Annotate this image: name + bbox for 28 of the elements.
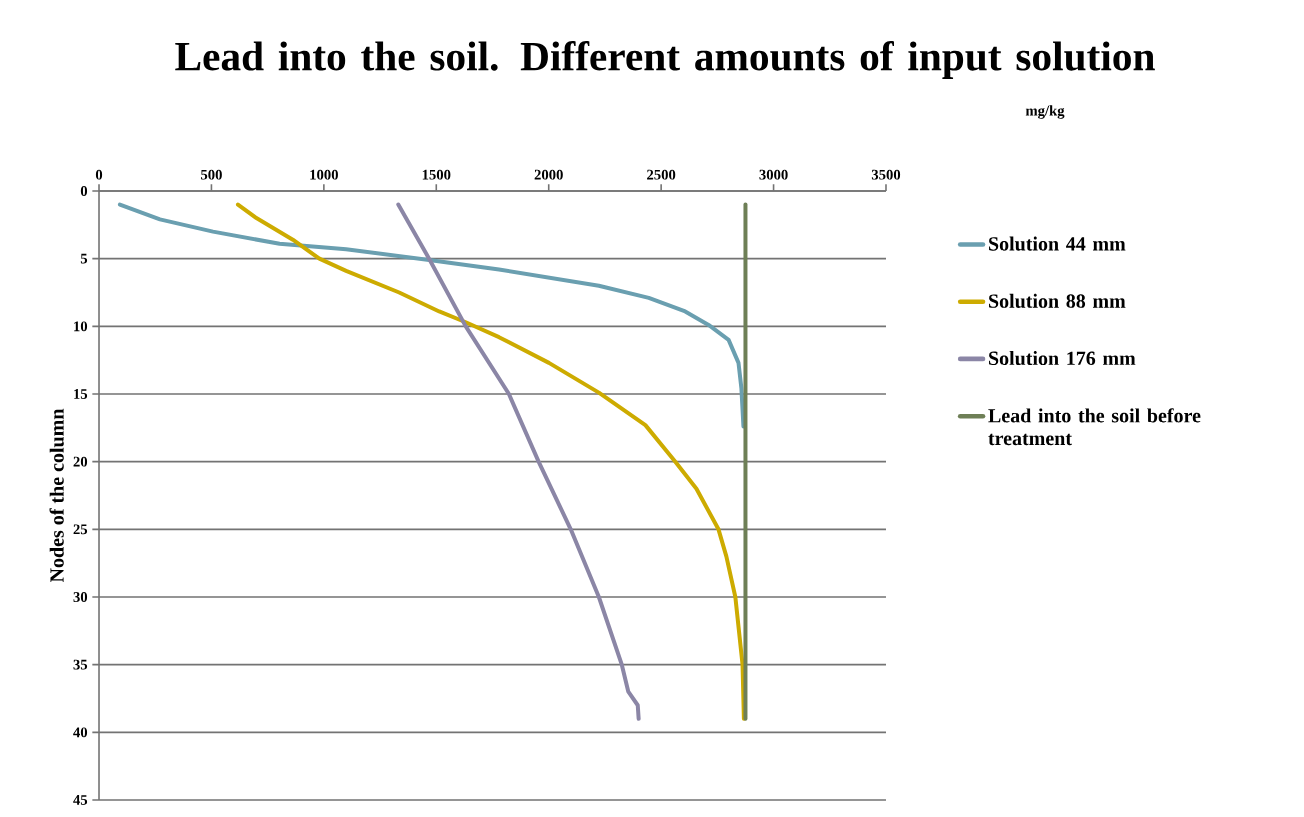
x-tick-label: 2500 — [647, 169, 676, 180]
line-series — [117, 202, 746, 429]
x-tick-label: 3500 — [871, 169, 901, 180]
x-tick-label: 0 — [95, 169, 103, 180]
y-tick-label: 35 — [73, 659, 88, 670]
y-tick-label: 40 — [73, 727, 88, 738]
y-tick-label: 15 — [74, 389, 88, 399]
y-tick-label: 30 — [73, 592, 88, 602]
legend-label: Lead into the soil before treatment — [988, 408, 1201, 446]
y-tick-label: 0 — [80, 186, 88, 196]
legend-label: Solution 176 mm — [989, 351, 1136, 366]
y-tick-label: 20 — [73, 456, 88, 467]
legend-label: Solution 88 mm — [989, 293, 1126, 308]
x-tick-label: 500 — [201, 169, 222, 180]
line-series — [396, 202, 641, 721]
y-tick-label: 10 — [74, 321, 88, 332]
y-tick-label: 45 — [73, 795, 88, 805]
x-tick-label: 1000 — [310, 169, 338, 180]
x-tick-label: 1500 — [422, 169, 451, 180]
legend-label: Solution 44 mm — [989, 236, 1126, 251]
x-tick-label: 3000 — [759, 169, 788, 180]
y-tick-label: 25 — [73, 524, 88, 535]
text: mg/kg — [1025, 105, 1065, 119]
chart-title: Lead into the soil. Different amounts of input solution — [175, 41, 1155, 79]
y-tick-label: 5 — [80, 253, 88, 264]
y-axis-title: Nodes of the column — [49, 408, 64, 583]
line-series — [235, 202, 746, 721]
x-tick-label: 2000 — [534, 169, 563, 180]
